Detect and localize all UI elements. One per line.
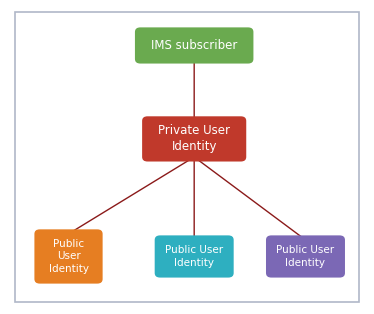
Text: Private User
Identity: Private User Identity [158,124,230,154]
FancyBboxPatch shape [142,116,246,161]
Text: Public User
Identity: Public User Identity [276,245,335,268]
FancyBboxPatch shape [34,229,102,284]
Text: Public
User
Identity: Public User Identity [49,239,89,274]
Text: IMS subscriber: IMS subscriber [151,39,237,52]
FancyBboxPatch shape [266,236,345,278]
Text: Public User
Identity: Public User Identity [165,245,223,268]
FancyBboxPatch shape [155,236,234,278]
FancyBboxPatch shape [135,27,254,63]
